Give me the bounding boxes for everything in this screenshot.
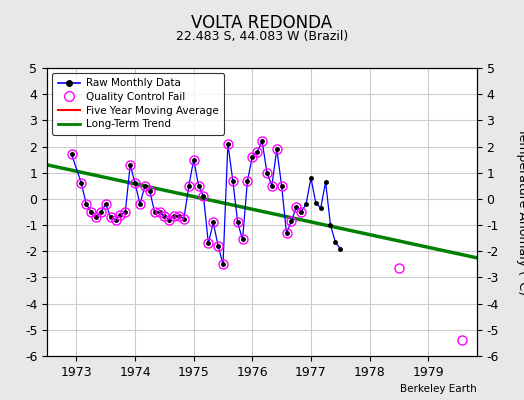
Text: 22.483 S, 44.083 W (Brazil): 22.483 S, 44.083 W (Brazil) [176,30,348,43]
Text: VOLTA REDONDA: VOLTA REDONDA [191,14,333,32]
Legend: Raw Monthly Data, Quality Control Fail, Five Year Moving Average, Long-Term Tren: Raw Monthly Data, Quality Control Fail, … [52,73,224,134]
Y-axis label: Temperature Anomaly (°C): Temperature Anomaly (°C) [516,128,524,296]
Text: Berkeley Earth: Berkeley Earth [400,384,477,394]
